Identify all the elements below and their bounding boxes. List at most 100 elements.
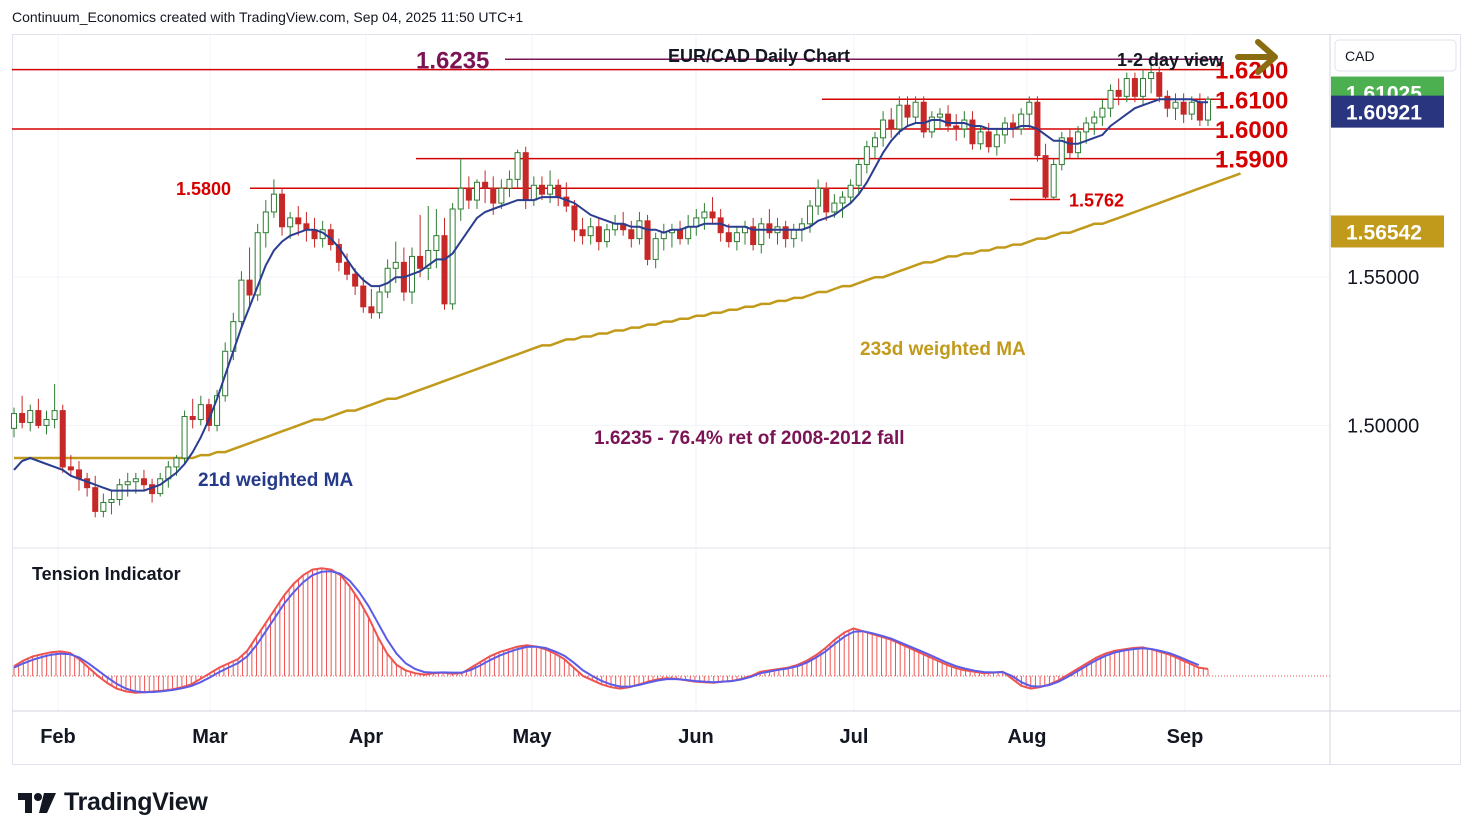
candle[interactable] [1091, 111, 1098, 135]
candle[interactable] [595, 217, 602, 251]
candle[interactable] [1131, 72, 1138, 103]
candle[interactable] [384, 259, 391, 298]
candle[interactable] [733, 226, 740, 251]
candle[interactable] [815, 179, 822, 215]
candle[interactable] [782, 220, 789, 248]
candle[interactable] [977, 125, 984, 150]
candle[interactable] [335, 238, 342, 272]
candle[interactable] [441, 217, 448, 310]
candle[interactable] [677, 220, 684, 245]
candle[interactable] [35, 398, 42, 429]
candle[interactable] [571, 200, 578, 242]
candle[interactable] [1164, 90, 1171, 118]
candle[interactable] [368, 289, 375, 319]
candle[interactable] [701, 203, 708, 230]
candle[interactable] [1001, 117, 1008, 144]
candle[interactable] [1156, 66, 1163, 103]
candle[interactable] [27, 404, 34, 432]
tradingview-brand[interactable]: TradingView [16, 788, 208, 817]
candle[interactable] [742, 220, 749, 245]
candle[interactable] [1083, 117, 1090, 144]
candle[interactable] [311, 217, 318, 248]
candle[interactable] [457, 158, 464, 221]
candle[interactable] [1148, 63, 1155, 94]
candle[interactable] [1196, 93, 1203, 126]
candle[interactable] [360, 277, 367, 313]
candle[interactable] [920, 96, 927, 138]
candle[interactable] [660, 223, 667, 251]
candle[interactable] [547, 170, 554, 204]
candle[interactable] [685, 214, 692, 245]
candle[interactable] [295, 206, 302, 236]
candle[interactable] [197, 395, 204, 426]
candle[interactable] [100, 493, 107, 518]
candle[interactable] [1140, 69, 1147, 106]
candle[interactable] [506, 170, 513, 198]
candle[interactable] [473, 179, 480, 209]
candle[interactable] [108, 490, 115, 515]
candle[interactable] [839, 191, 846, 218]
candle[interactable] [84, 472, 91, 497]
candle[interactable] [262, 200, 269, 248]
candle[interactable] [482, 170, 489, 204]
candle[interactable] [563, 182, 570, 212]
candle[interactable] [417, 214, 424, 278]
candle[interactable] [1172, 93, 1179, 121]
candle[interactable] [936, 108, 943, 129]
candle[interactable] [1123, 72, 1130, 103]
candle[interactable] [855, 158, 862, 195]
candle[interactable] [1115, 78, 1122, 106]
candle[interactable] [400, 247, 407, 301]
candle[interactable] [880, 111, 887, 147]
candle[interactable] [67, 455, 74, 476]
candle[interactable] [758, 217, 765, 254]
candle[interactable] [750, 217, 757, 251]
candle[interactable] [636, 211, 643, 245]
candle[interactable] [1050, 158, 1057, 201]
candle[interactable] [693, 208, 700, 236]
candle[interactable] [425, 206, 432, 281]
candle[interactable] [10, 407, 18, 438]
candle[interactable] [392, 241, 399, 284]
candle[interactable] [969, 111, 976, 150]
candle[interactable] [75, 460, 82, 491]
candle[interactable] [1042, 143, 1049, 201]
candle[interactable] [652, 232, 659, 269]
candle[interactable] [668, 223, 675, 248]
currency-selector[interactable] [1334, 39, 1457, 72]
candle[interactable] [928, 111, 935, 138]
candle[interactable] [1018, 108, 1025, 135]
candle[interactable] [993, 128, 1000, 156]
candle[interactable] [896, 96, 903, 135]
candle[interactable] [871, 131, 878, 159]
candle[interactable] [1107, 84, 1114, 118]
candle[interactable] [303, 211, 310, 242]
candle[interactable] [352, 268, 359, 295]
candle[interactable] [774, 217, 781, 245]
candle[interactable] [465, 176, 472, 209]
candle[interactable] [246, 247, 253, 307]
candle[interactable] [612, 214, 619, 236]
candle[interactable] [1099, 99, 1106, 126]
candle[interactable] [823, 182, 830, 221]
candle[interactable] [181, 410, 188, 464]
candle[interactable] [904, 96, 911, 126]
candle[interactable] [59, 404, 66, 473]
candle[interactable] [149, 478, 156, 503]
candle[interactable] [270, 179, 277, 218]
candle[interactable] [1026, 96, 1033, 129]
candle[interactable] [587, 217, 594, 245]
candle[interactable] [238, 271, 245, 328]
candle[interactable] [628, 220, 635, 248]
candle[interactable] [116, 478, 123, 506]
candle[interactable] [376, 286, 383, 319]
candle[interactable] [1010, 114, 1017, 138]
candle[interactable] [555, 179, 562, 207]
candle[interactable] [43, 410, 50, 435]
candle[interactable] [19, 395, 26, 429]
candle[interactable] [579, 217, 586, 245]
candle[interactable] [709, 197, 716, 224]
candle[interactable] [514, 149, 521, 189]
candle[interactable] [1058, 131, 1065, 171]
